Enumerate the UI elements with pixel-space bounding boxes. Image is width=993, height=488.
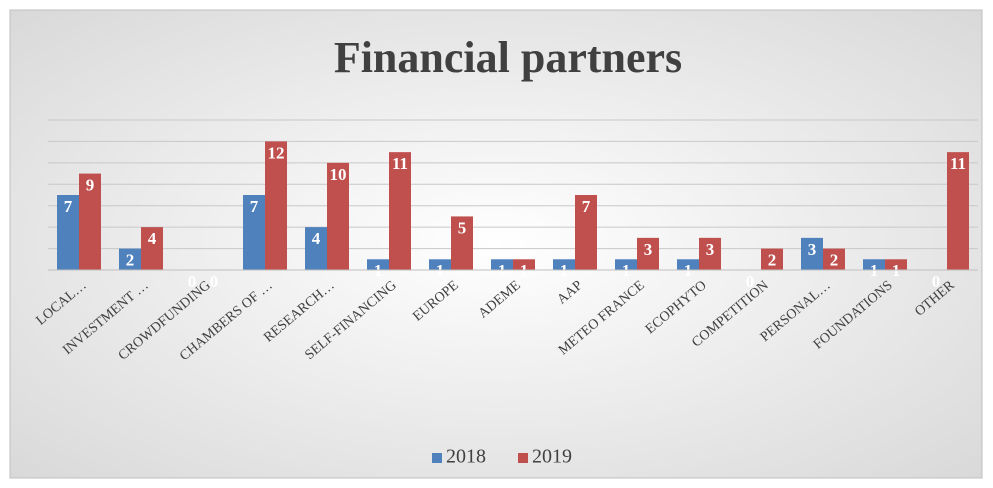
data-label: 10 [330, 165, 347, 184]
bar [305, 227, 327, 270]
bar [79, 173, 101, 270]
data-label: 4 [312, 229, 321, 248]
bar [885, 259, 907, 270]
data-label: 12 [268, 143, 285, 162]
legend-swatch [518, 453, 528, 463]
bar [699, 237, 721, 270]
data-label: 11 [950, 154, 966, 173]
bar [367, 259, 389, 270]
data-label: 2 [830, 250, 839, 269]
bar [615, 259, 637, 270]
bar [863, 259, 885, 270]
data-label: 1 [892, 261, 901, 280]
data-label: 0 [746, 272, 755, 291]
bar [491, 259, 513, 270]
data-label: 0 [932, 272, 941, 291]
data-label: 1 [560, 261, 569, 280]
data-label: 1 [520, 261, 529, 280]
data-label: 3 [808, 240, 817, 259]
data-label: 9 [86, 175, 95, 194]
legend-label: 2018 [446, 446, 486, 468]
bar [553, 259, 575, 270]
bar [57, 195, 79, 270]
bar [513, 259, 535, 270]
data-label: 1 [870, 261, 879, 280]
data-label: 3 [644, 240, 653, 259]
bar [429, 259, 451, 270]
bar [575, 195, 597, 270]
bar [801, 237, 823, 270]
data-label: 7 [250, 197, 259, 216]
bar [141, 227, 163, 270]
bar [243, 195, 265, 270]
data-label: 1 [374, 261, 383, 280]
data-label: 1 [622, 261, 631, 280]
legend-label: 2019 [532, 446, 572, 468]
bar [119, 248, 141, 270]
data-label: 1 [684, 261, 693, 280]
data-label: 4 [148, 229, 157, 248]
chart-title: Financial partners [334, 33, 682, 82]
bar [823, 248, 845, 270]
bar [265, 141, 287, 270]
bar [451, 216, 473, 270]
bar [327, 162, 349, 270]
legend-swatch [432, 453, 442, 463]
data-label: 11 [392, 154, 408, 173]
bar [947, 152, 969, 270]
data-label: 1 [436, 261, 445, 280]
bar [637, 237, 659, 270]
data-label: 0 [210, 272, 219, 291]
data-label: 7 [64, 197, 73, 216]
data-label: 5 [458, 218, 467, 237]
data-label: 2 [768, 250, 777, 269]
bar [761, 248, 783, 270]
data-label: 1 [498, 261, 507, 280]
bar [677, 259, 699, 270]
data-label: 7 [582, 197, 591, 216]
data-label: 3 [706, 240, 715, 259]
bar [389, 152, 411, 270]
data-label: 2 [126, 250, 135, 269]
data-label: 0 [188, 272, 197, 291]
